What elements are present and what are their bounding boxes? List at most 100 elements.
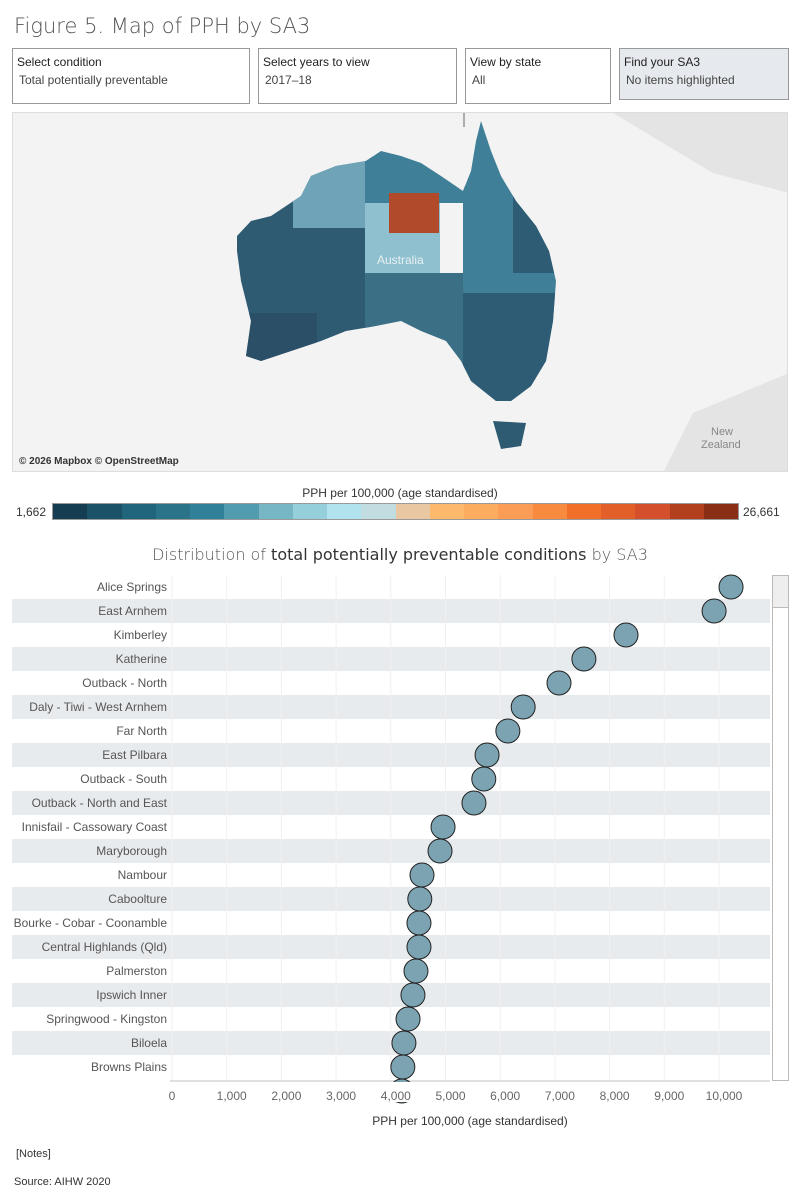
data-point [406,910,432,936]
x-tick-label: 6,000 [490,1089,520,1103]
state-filter[interactable]: View by state All [465,48,611,104]
data-point [718,574,744,600]
row-label: Caboolture [108,892,167,906]
filter-value: No items highlighted [626,73,735,87]
row-label: Outback - South [80,772,167,786]
data-point [427,838,453,864]
data-point [407,886,433,912]
legend-swatch [464,504,499,519]
legend-swatch [669,504,704,519]
legend-swatch [327,504,362,519]
legend-swatch [190,504,225,519]
scroll-thumb[interactable] [773,576,788,608]
title-condition: total potentially preventable conditions [271,545,587,564]
legend-swatch [498,504,533,519]
row-label: Biloela [131,1036,167,1050]
choropleth-map[interactable]: Australia New Zealand © 2026 Mapbox © Ope… [12,112,788,472]
land-shapes [613,113,787,471]
row-label: Nambour [118,868,167,882]
map-svg: Australia New Zealand [237,113,787,471]
data-point [390,1054,416,1080]
data-point [403,958,429,984]
data-point [406,934,432,960]
nz-label: New Zealand [701,426,741,451]
filter-value: 2017–18 [265,73,312,87]
page-title: Figure 5. Map of PPH by SA3 [14,14,311,38]
legend-swatch [635,504,670,519]
condition-filter[interactable]: Select condition Total potentially preve… [12,48,250,104]
title-part: by SA3 [586,545,648,564]
data-point [430,814,456,840]
source-text: Source: AIHW 2020 [14,1176,111,1188]
legend-swatch [155,504,190,519]
row-label: Palmerston [106,964,167,978]
x-tick-label: 5,000 [435,1089,465,1103]
x-tick-label: 3,000 [326,1089,356,1103]
row-label: East Pilbara [102,748,167,762]
legend-swatch [703,504,738,519]
x-tick-label: 8,000 [600,1089,630,1103]
scrollbar[interactable] [772,575,789,1081]
row-label: Katherine [116,652,168,666]
australia-label: Australia [377,253,424,267]
row-label: Alice Springs [97,580,167,594]
data-point [546,670,572,696]
filter-label: Find your SA3 [624,55,701,69]
data-point [409,862,435,888]
x-tick-label: 2,000 [271,1089,301,1103]
row-label: Kimberley [114,628,167,642]
data-point [395,1006,421,1032]
filter-value: All [472,73,486,87]
row-label: Springwood - Kingston [46,1012,167,1026]
row-label: East Arnhem [98,604,167,618]
data-point [701,598,727,624]
row-label: Bourke - Cobar - Coonamble [14,916,168,930]
legend-swatch [429,504,464,519]
data-point [461,790,487,816]
data-point [613,622,639,648]
legend-swatch [224,504,259,519]
legend-swatch [53,504,88,519]
filter-label: Select years to view [263,55,370,69]
filter-label: View by state [470,55,542,69]
legend-swatch [566,504,601,519]
row-label: Outback - North [82,676,167,690]
tasmania [493,421,526,449]
legend-swatch [532,504,567,519]
data-point [400,982,426,1008]
legend-swatch [258,504,293,519]
row-label: Central Highlands (Qld) [42,940,167,954]
map-credit: © 2026 Mapbox © OpenStreetMap [19,456,179,467]
x-tick-label: 7,000 [545,1089,575,1103]
color-legend [52,503,739,520]
data-point [474,742,500,768]
legend-swatch [292,504,327,519]
title-part: Distribution of [152,545,272,564]
legend-swatch [601,504,636,519]
x-tick-label: 4,000 [381,1089,411,1103]
sa3-finder[interactable]: Find your SA3 No items highlighted [619,48,789,100]
plot-mask [0,1082,800,1102]
legend-swatch [361,504,396,519]
x-tick-label: 10,000 [706,1089,743,1103]
filter-value: Total potentially preventable [19,73,168,87]
notes-link[interactable]: [Notes] [16,1148,51,1160]
x-tick-label: 0 [169,1089,176,1103]
data-point [510,694,536,720]
data-point [495,718,521,744]
legend-min: 1,662 [16,505,47,519]
legend-swatch [395,504,430,519]
legend-swatch [121,504,156,519]
row-label: Innisfail - Cassowary Coast [22,820,168,834]
dot-plot: Alice Springs East Arnhem Kimberley Katheri… [0,574,800,1128]
legend-max: 26,661 [743,505,780,519]
x-tick-label: 1,000 [217,1089,247,1103]
legend-swatch [87,504,122,519]
years-filter[interactable]: Select years to view 2017–18 [258,48,457,104]
data-point [391,1030,417,1056]
row-label: Outback - North and East [32,796,168,810]
row-label: Browns Plains [91,1060,167,1074]
data-point [571,646,597,672]
row-label: Maryborough [96,844,167,858]
row-label: Far North [116,724,167,738]
